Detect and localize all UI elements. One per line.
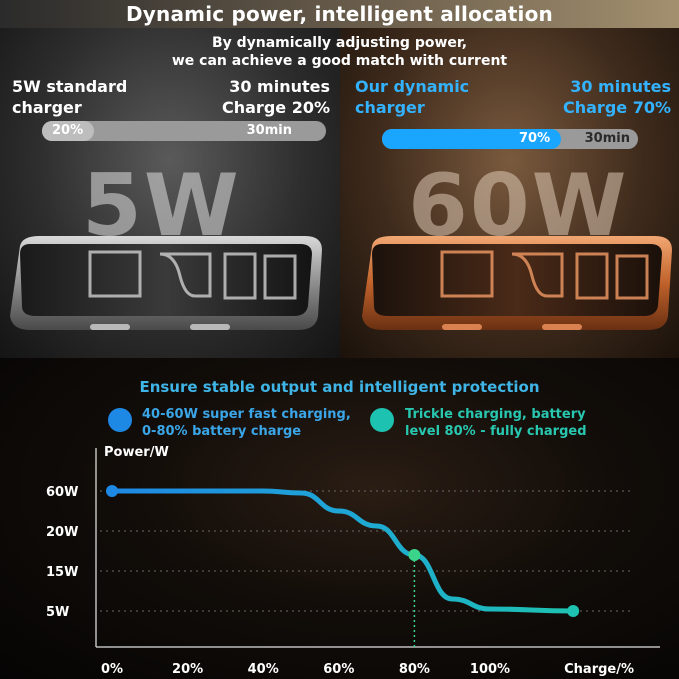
standard-charger-time: 30 minutes Charge 20% xyxy=(222,76,330,118)
x-tick-label: 100% xyxy=(470,662,510,677)
standard-progress-duration: 30min xyxy=(246,123,292,138)
x-tick-label: 0% xyxy=(101,662,123,677)
hero-subtitle: By dynamically adjusting power, we can a… xyxy=(0,34,679,70)
dynamic-progress-duration: 30min xyxy=(584,131,630,146)
dynamic-charger-label: Our dynamic charger xyxy=(355,76,469,118)
curve-marker-point xyxy=(567,605,580,617)
standard-progress-fill xyxy=(42,121,95,141)
dynamic-charger-time-line2: Charge 70% xyxy=(563,98,671,117)
dynamic-charger-name-line2: charger xyxy=(355,98,425,117)
trickle-charge-legend-text: Trickle charging, battery level 80% - fu… xyxy=(405,406,587,440)
y-axis-label: Power/W xyxy=(104,445,169,460)
dynamic-charger-time-line1: 30 minutes xyxy=(570,77,671,96)
hero-section: By dynamically adjusting power, we can a… xyxy=(0,28,679,358)
dynamic-progress-fill xyxy=(382,129,562,149)
curve-marker-point xyxy=(408,549,421,561)
power-curve-chart: Power/W 60W 20W 15W 5W 0% 20% 40% 60% 80% 100% Char… xyxy=(46,445,660,677)
dynamic-progress-bar: 70% 30min xyxy=(382,129,638,149)
x-tick-label: 80% xyxy=(399,662,430,677)
chart-heading: Ensure stable output and intelligent pro… xyxy=(139,378,540,396)
standard-charger-time-line2: Charge 20% xyxy=(222,98,330,117)
hero-subtitle-line2: we can achieve a good match with current xyxy=(171,53,508,69)
dynamic-progress-pct: 70% xyxy=(519,131,551,146)
standard-progress-bar: 20% 30min xyxy=(42,121,326,141)
standard-charger-name-line1: 5W standard xyxy=(12,77,128,96)
standard-charger-label: 5W standard charger xyxy=(12,76,127,118)
trickle-charge-legend-line1: Trickle charging, battery xyxy=(405,407,586,422)
header-band: Dynamic power, intelligent allocation xyxy=(0,0,679,28)
standard-progress-pct: 20% xyxy=(52,123,84,138)
chart-section: Ensure stable output and intelligent pro… xyxy=(0,358,679,679)
dynamic-charger-name-line1: Our dynamic xyxy=(355,77,470,96)
fast-charge-legend-dot xyxy=(108,408,132,432)
x-tick-label: 40% xyxy=(248,662,279,677)
y-tick-label: 60W xyxy=(46,485,78,500)
fast-charge-legend-line2: 0-80% battery charge xyxy=(142,424,302,439)
dynamic-charger-time: 30 minutes Charge 70% xyxy=(563,76,671,118)
y-tick-label: 15W xyxy=(46,565,78,580)
power-curve-line xyxy=(109,488,576,614)
curve-marker-point xyxy=(106,485,118,497)
y-tick-label: 5W xyxy=(46,605,69,620)
orange-phone-icon xyxy=(362,236,672,330)
phones-illustration xyxy=(10,236,672,330)
standard-charger-name-line2: charger xyxy=(12,98,82,117)
standard-charger-time-line1: 30 minutes xyxy=(229,77,330,96)
silver-phone-icon xyxy=(10,236,322,330)
hero-subtitle-line1: By dynamically adjusting power, xyxy=(211,35,468,51)
y-tick-label: 20W xyxy=(46,525,78,540)
x-tick-label: 20% xyxy=(172,662,203,677)
trickle-charge-legend-line2: level 80% - fully charged xyxy=(405,424,587,439)
page-title: Dynamic power, intelligent allocation xyxy=(126,2,553,26)
fast-charge-legend-line1: 40-60W super fast charging, xyxy=(142,407,351,422)
x-tick-label: 60% xyxy=(323,662,354,677)
trickle-charge-legend-dot xyxy=(370,408,394,432)
x-axis-label: Charge/% xyxy=(564,662,634,677)
fast-charge-legend-text: 40-60W super fast charging, 0-80% batter… xyxy=(142,406,351,440)
